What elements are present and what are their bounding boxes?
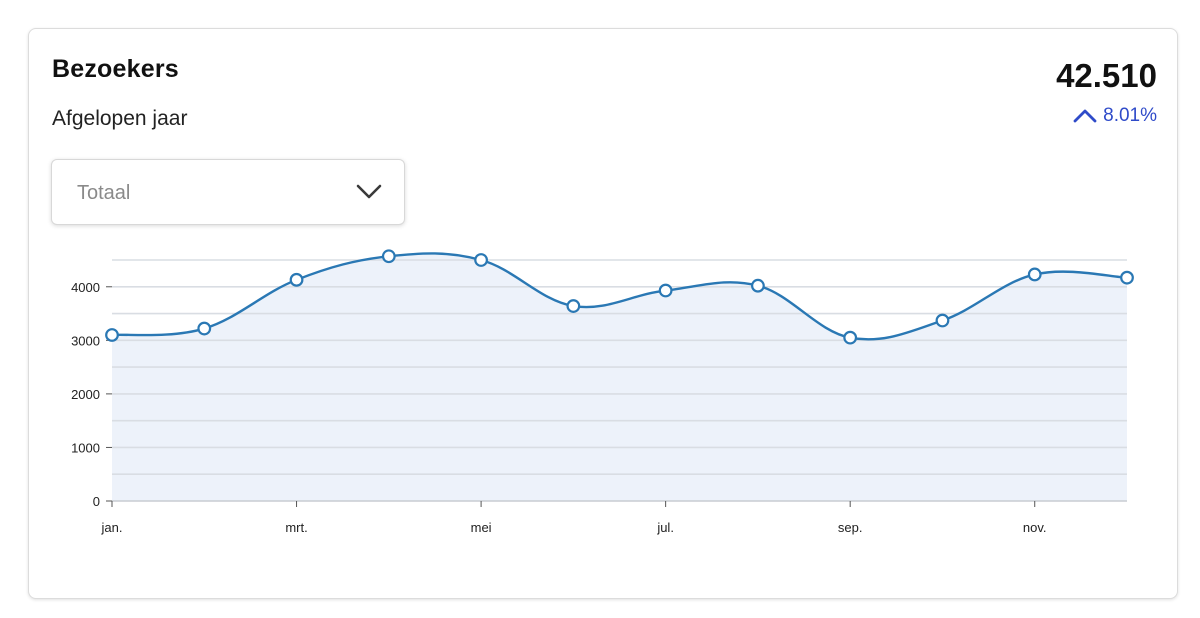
series-select-dropdown[interactable]: Totaal bbox=[51, 159, 405, 225]
chevron-down-icon bbox=[356, 183, 382, 206]
data-point bbox=[843, 330, 858, 345]
dropdown-selected-value: Totaal bbox=[77, 182, 131, 204]
x-tick-label: sep. bbox=[838, 520, 863, 535]
data-point bbox=[1120, 270, 1134, 285]
total-visitors-value: 42.510 bbox=[1056, 57, 1157, 94]
data-point bbox=[1027, 267, 1042, 282]
data-point bbox=[935, 313, 950, 328]
change-indicator: 8.01% bbox=[1073, 105, 1157, 127]
data-point bbox=[566, 299, 581, 313]
card-title: Bezoekers bbox=[52, 55, 179, 83]
card-subtitle: Afgelopen jaar bbox=[52, 107, 188, 130]
x-tick-label: nov. bbox=[1023, 520, 1047, 535]
x-tick-label: mrt. bbox=[285, 520, 307, 535]
y-tick-label: 2000 bbox=[71, 387, 100, 402]
y-tick-label: 4000 bbox=[71, 280, 100, 295]
area-fill bbox=[112, 253, 1127, 501]
data-point bbox=[658, 283, 673, 298]
x-tick-label: mei bbox=[471, 520, 492, 535]
y-tick-label: 1000 bbox=[71, 440, 100, 455]
chevron-up-icon bbox=[1073, 109, 1097, 123]
data-point bbox=[289, 272, 304, 287]
data-point bbox=[197, 321, 212, 336]
change-percentage: 8.01% bbox=[1103, 105, 1157, 126]
x-tick-label: jul. bbox=[656, 520, 674, 535]
y-tick-label: 0 bbox=[93, 494, 100, 509]
series-line bbox=[111, 252, 1128, 341]
data-point bbox=[105, 328, 119, 342]
data-point bbox=[381, 249, 396, 264]
data-point bbox=[751, 278, 765, 293]
data-point bbox=[474, 253, 488, 267]
y-tick-label: 3000 bbox=[71, 333, 100, 348]
x-tick-label: jan. bbox=[101, 520, 123, 535]
